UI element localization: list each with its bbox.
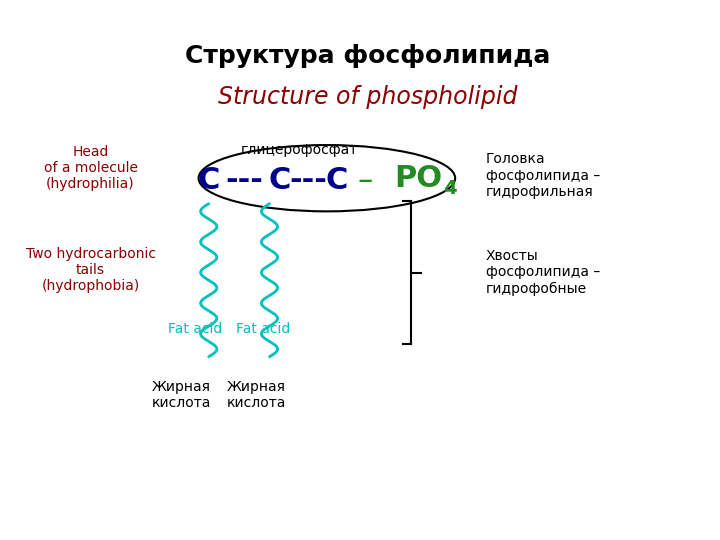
Text: ---: --- xyxy=(289,166,328,195)
Text: –: – xyxy=(358,166,373,195)
Text: 4: 4 xyxy=(443,179,456,198)
Text: глицерофосфат: глицерофосфат xyxy=(241,143,359,157)
Text: ---: --- xyxy=(225,166,263,195)
Text: PO: PO xyxy=(395,164,443,193)
Text: C: C xyxy=(269,166,291,195)
Text: Жирная
кислота: Жирная кислота xyxy=(226,380,286,410)
Text: Головка
фосфолипида –
гидрофильная: Головка фосфолипида – гидрофильная xyxy=(485,152,600,199)
Text: Хвосты
фосфолипида –
гидрофобные: Хвосты фосфолипида – гидрофобные xyxy=(485,249,600,296)
Text: C: C xyxy=(197,166,220,195)
Text: Жирная
кислота: Жирная кислота xyxy=(152,380,212,410)
Text: Two hydrocarbonic
tails
(hydrophobia): Two hydrocarbonic tails (hydrophobia) xyxy=(25,247,156,293)
Text: Structure of phospholipid: Structure of phospholipid xyxy=(217,85,517,109)
Text: Fat acid: Fat acid xyxy=(168,322,222,336)
Text: Структура фосфолипида: Структура фосфолипида xyxy=(185,44,550,68)
Text: C: C xyxy=(326,166,348,195)
Text: Fat acid: Fat acid xyxy=(235,322,290,336)
Text: Head
of a molecule
(hydrophilia): Head of a molecule (hydrophilia) xyxy=(43,145,138,191)
